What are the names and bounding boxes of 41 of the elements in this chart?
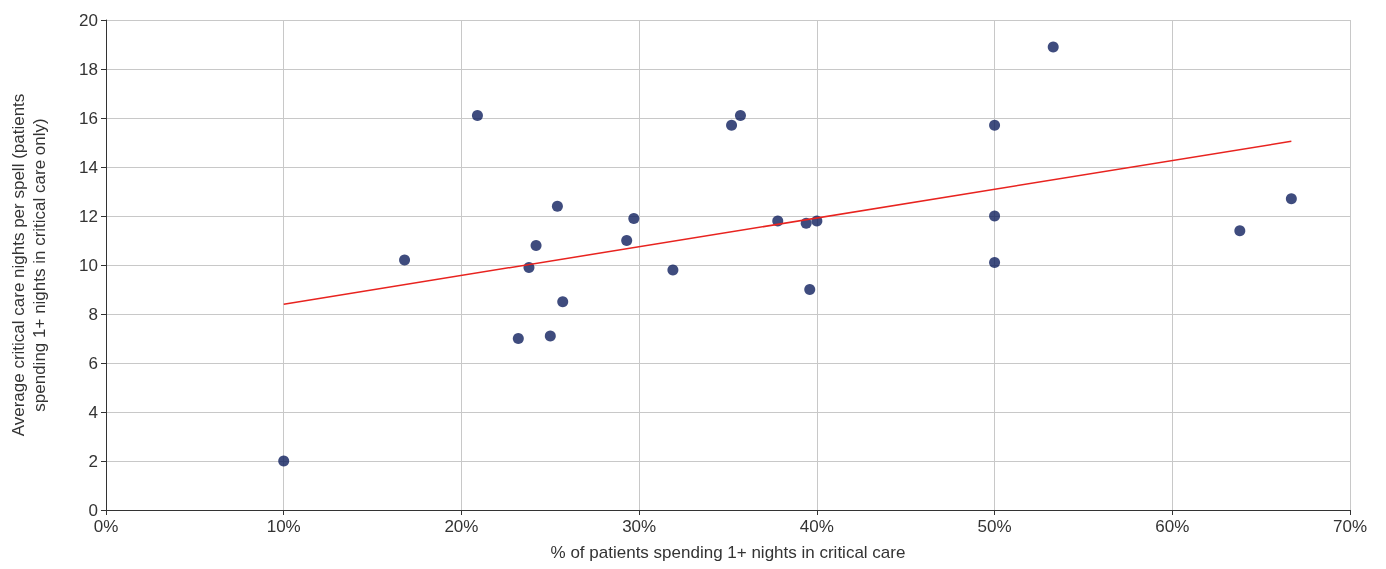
- x-tick-label: 10%: [266, 517, 301, 536]
- y-tick-label: 6: [88, 353, 98, 373]
- x-tick-label: 20%: [444, 517, 479, 536]
- x-tick-label: 60%: [1155, 517, 1190, 536]
- point: [1285, 193, 1297, 205]
- point: [667, 264, 679, 276]
- x-tick-label: 0%: [93, 517, 119, 536]
- y-tick-label: 8: [88, 304, 98, 324]
- point: [804, 284, 816, 295]
- x-tick-label: 30%: [622, 517, 657, 536]
- y-axis-title: Average critical care nights per spell (patients spending 1+ nights in critical care only): [9, 93, 49, 437]
- point: [557, 296, 569, 308]
- y-tick-label: 0: [88, 500, 98, 520]
- y-tick-label: 16: [79, 108, 98, 128]
- y-tick-label: 18: [79, 59, 98, 79]
- point: [399, 254, 411, 266]
- point: [989, 119, 1001, 131]
- x-tick-label: 50%: [977, 517, 1012, 536]
- x-axis-title: % of patients spending 1+ nights in critical care: [550, 543, 906, 562]
- point: [551, 200, 563, 212]
- point: [512, 333, 524, 344]
- y-tick-label: 14: [79, 157, 98, 177]
- point: [1234, 225, 1246, 237]
- x-tick-label: 40%: [799, 517, 834, 536]
- point: [734, 110, 746, 122]
- point: [1047, 41, 1059, 53]
- point: [628, 212, 640, 224]
- point: [471, 110, 483, 122]
- point: [544, 330, 556, 342]
- point: [621, 235, 633, 246]
- y-tick-label: 10: [79, 255, 98, 275]
- x-tick-label: 70%: [1332, 517, 1368, 536]
- y-tick-label: 20: [79, 10, 98, 30]
- point: [530, 239, 542, 251]
- y-tick-label: 12: [79, 206, 98, 226]
- y-tick-label: 2: [88, 451, 98, 471]
- y-tick-label: 4: [88, 402, 98, 422]
- point: [989, 257, 1001, 269]
- point: [726, 119, 738, 131]
- point: [989, 210, 1001, 222]
- point: [278, 455, 290, 467]
